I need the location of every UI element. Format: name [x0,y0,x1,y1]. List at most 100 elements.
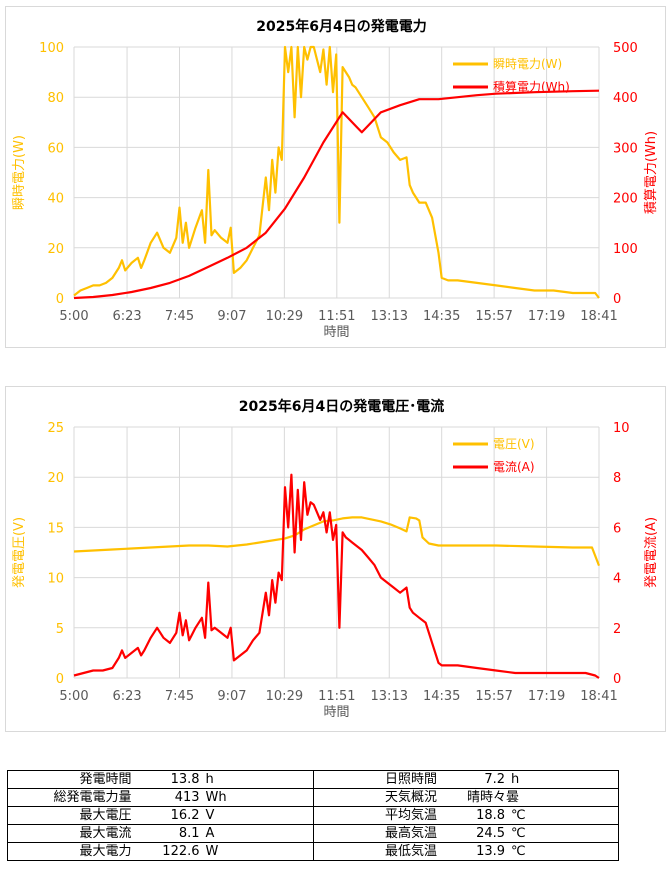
voltage-current-chart-panel: 2025年6月4日の発電電圧･電流 0 5 10 15 20 25 0 2 4 6 8 10 5:00 6:… [5,386,666,732]
chart2-xtick: 15:57 [475,689,512,704]
summary-value-wrap: 16.2 V [140,807,313,824]
summary-unit: h [205,772,214,787]
chart1-ytick-left: 20 [47,242,64,257]
summary-cell-right: 最低気温 13.9 ℃ [312,842,619,861]
summary-value-wrap: 413 Wh [140,789,313,806]
summary-value-wrap: 13.8 h [140,771,313,788]
summary-unit: W [205,844,219,859]
summary-value: 晴時々曇 [467,790,520,805]
chart1-ylabel-left: 瞬時電力(W) [12,135,27,210]
chart2-legend-label-1: 電圧(V) [493,437,535,451]
summary-row: 最大電力 122.6 W 最低気温 13.9 ℃ [7,842,619,861]
chart1-xtick: 9:07 [217,309,246,324]
chart1-title: 2025年6月4日の発電電力 [256,18,426,35]
summary-cell-right: 平均気温 18.8 ℃ [312,806,619,825]
chart2-xtick: 7:45 [165,689,194,704]
summary-label: 最大電流 [79,826,132,841]
chart1-ytick-right: 0 [613,292,621,307]
summary-label: 最大電圧 [79,808,132,823]
summary-unit: Wh [205,790,227,805]
summary-unit: h [511,772,520,787]
chart2-ytick-left: 25 [47,421,64,436]
chart2-xtick: 6:23 [112,689,141,704]
summary-cell-left: 総発電電力量 413 Wh [7,788,314,807]
chart2-ytick-right: 2 [613,622,621,637]
summary-value-wrap: 8.1 A [140,825,313,842]
chart1-legend-label-1: 瞬時電力(W) [493,57,562,71]
summary-unit: V [205,808,215,823]
chart1-series-2-line [73,89,600,300]
chart1-ytick-right: 500 [613,41,638,56]
chart1-xtick: 6:23 [112,309,141,324]
summary-cell-right: 最高気温 24.5 ℃ [312,824,619,843]
power-chart: 2025年6月4日の発電電力 0 20 40 60 80 100 0 100 200 300 400 5… [12,18,659,340]
summary-unit: ℃ [511,808,526,823]
chart2-ytick-left: 5 [56,622,64,637]
summary-value: 8.1 [178,826,200,841]
chart2-title: 2025年6月4日の発電電圧･電流 [239,398,444,415]
chart2-ytick-right: 8 [613,471,621,486]
chart1-xtick: 10:29 [266,309,303,324]
chart1-ytick-right: 200 [613,192,638,207]
power-chart-panel: 2025年6月4日の発電電力 0 20 40 60 80 100 0 100 200 300 400 5… [5,6,666,348]
chart2-xtick: 9:07 [217,689,246,704]
summary-value-wrap: 18.8 ℃ [445,807,618,824]
chart1-xlabel: 時間 [323,325,349,340]
summary-value: 16.2 [170,808,200,823]
summary-value-wrap: 晴時々曇 [445,789,618,806]
chart1-xtick: 7:45 [165,309,194,324]
chart2-legend-label-2: 電流(A) [493,460,535,474]
chart2-xlabel: 時間 [323,705,349,720]
voltage-current-chart: 2025年6月4日の発電電圧･電流 0 5 10 15 20 25 0 2 4 6 8 10 5:00 6:… [12,398,659,720]
chart2-ytick-left: 10 [47,572,64,587]
chart2-series-1-line [73,516,601,566]
chart2-ytick-left: 0 [56,672,64,687]
summary-label: 日照時間 [385,772,438,787]
chart2-xtick: 18:41 [580,689,617,704]
chart1-ytick-left: 40 [47,192,64,207]
chart1-ytick-left: 100 [39,41,64,56]
summary-label: 最高気温 [385,826,438,841]
summary-cell-right: 日照時間 7.2 h [312,770,619,789]
summary-value: 7.2 [484,772,506,787]
chart2-ytick-left: 15 [47,521,64,536]
summary-label: 平均気温 [385,808,438,823]
chart2-xtick: 5:00 [59,689,88,704]
summary-row: 発電時間 13.8 h 日照時間 7.2 h [7,770,619,789]
chart1-ytick-left: 60 [47,141,64,156]
chart1-xtick: 18:41 [580,309,617,324]
summary-row: 最大電流 8.1 A 最高気温 24.5 ℃ [7,824,619,843]
summary-value-wrap: 122.6 W [140,843,313,860]
chart2-ytick-right: 4 [613,572,621,587]
summary-label: 総発電電力量 [53,790,132,805]
chart1-ytick-right: 100 [613,242,638,257]
summary-value: 13.8 [170,772,200,787]
summary-value: 413 [174,790,200,805]
chart1-ylabel-right: 積算電力(Wh) [644,131,659,214]
summary-cell-left: 最大電圧 16.2 V [7,806,314,825]
chart1-ytick-left: 0 [56,292,64,307]
chart2-xtick: 10:29 [266,689,303,704]
chart2-ytick-left: 20 [47,471,64,486]
chart1-series-1-line [73,45,600,299]
summary-label: 発電時間 [79,772,132,787]
summary-unit: ℃ [511,844,526,859]
chart1-xtick: 13:13 [371,309,408,324]
chart2-xtick: 13:13 [371,689,408,704]
summary-cell-right: 天気概況 晴時々曇 [312,788,619,807]
summary-label: 最大電力 [79,844,132,859]
chart1-legend-label-2: 積算電力(Wh) [493,79,570,94]
summary-row: 総発電電力量 413 Wh 天気概況 晴時々曇 [7,788,619,807]
chart2-ytick-right: 10 [613,421,630,436]
summary-cell-left: 最大電流 8.1 A [7,824,314,843]
summary-cell-left: 発電時間 13.8 h [7,770,314,789]
summary-unit: A [205,826,215,841]
chart1-xtick: 5:00 [59,309,88,324]
chart1-ytick-left: 80 [47,91,64,106]
summary-value: 122.6 [162,844,200,859]
summary-value: 13.9 [476,844,506,859]
summary-value: 24.5 [476,826,506,841]
chart2-xtick: 11:51 [318,689,355,704]
chart1-xtick: 11:51 [318,309,355,324]
summary-unit: ℃ [511,826,526,841]
